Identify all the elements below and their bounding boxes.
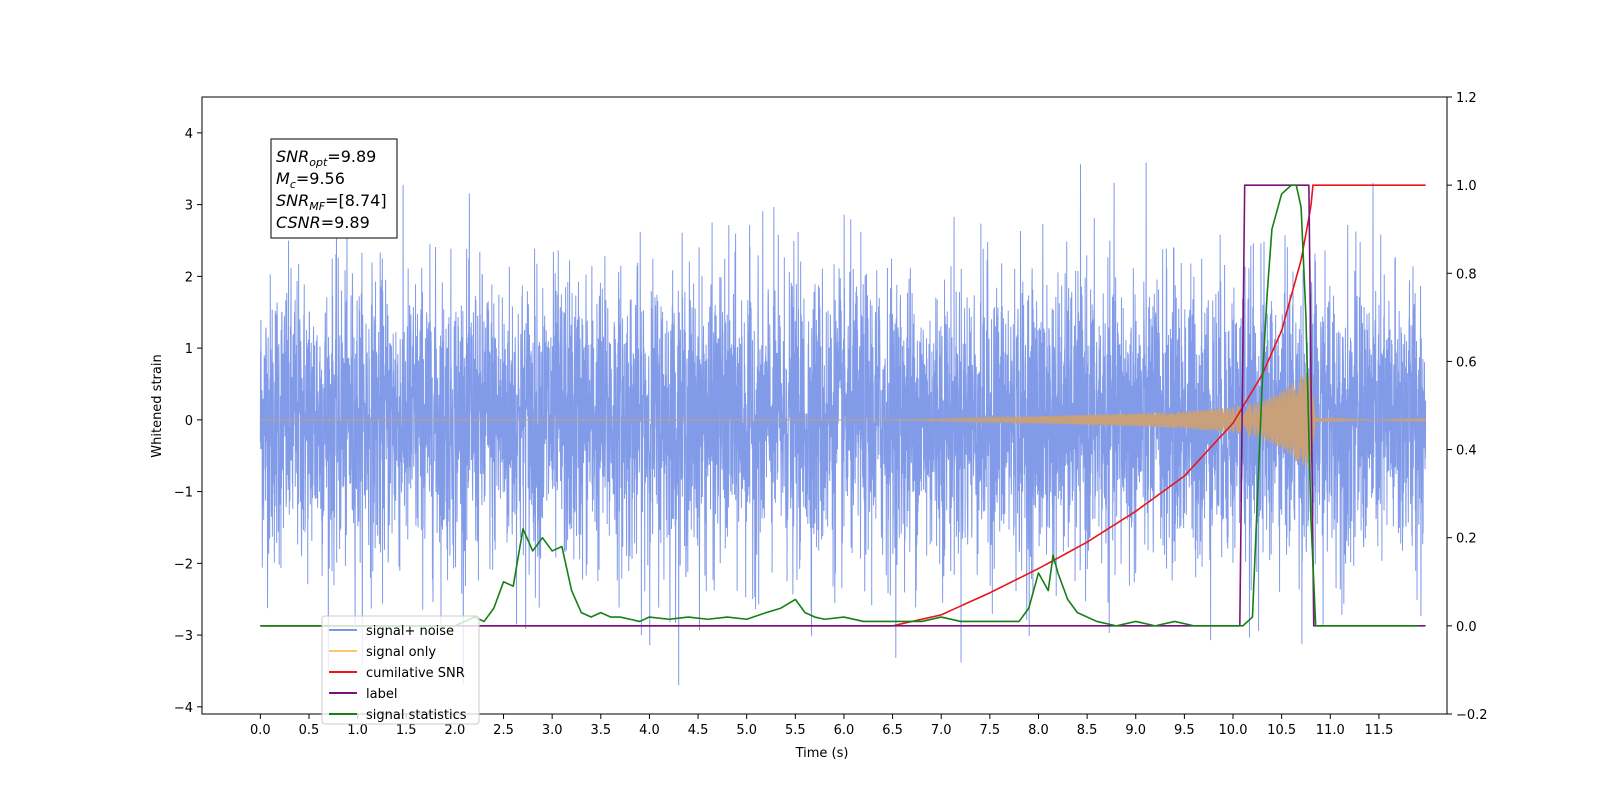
x-tick-label: 5.5 [785,723,806,738]
info-line: SNRMF=[8.74] [276,191,387,213]
x-tick-label: 9.0 [1125,723,1146,738]
x-tick-label: 3.0 [542,723,563,738]
y-left-tick-label: 0 [185,414,193,429]
y-left-tick-label: −2 [174,557,193,572]
x-tick-label: 10.5 [1267,723,1296,738]
x-tick-label: 4.0 [639,723,660,738]
x-tick-label: 8.0 [1028,723,1049,738]
plot-frame [201,96,1448,715]
x-tick-label: 9.5 [1174,723,1195,738]
legend-frame [321,615,480,725]
legend: signal+ noise signal only cumilative SNR la… [321,615,480,725]
y-axis-right: −0.2 0.0 0.2 0.4 0.6 0.8 1.0 1.2 [1447,91,1488,723]
x-tick-label: 1.5 [396,723,417,738]
series-signal-statistics [260,184,1418,627]
x-axis-label: Time (s) [795,746,849,761]
info-box-frame [270,138,398,239]
y-right-tick-label: 0.4 [1456,444,1477,459]
x-tick-label: 3.5 [590,723,611,738]
info-line: SNRopt=9.89 [276,147,376,169]
y-right-tick-label: 0.2 [1456,532,1477,547]
x-tick-label: 6.0 [834,723,855,738]
x-tick-label: 2.0 [445,723,466,738]
x-tick-label: 5.0 [736,723,757,738]
info-line: CSNR=9.89 [276,213,370,232]
y-left-tick-label: −1 [174,486,193,501]
y-right-tick-label: −0.2 [1456,708,1488,723]
legend-label: signal only [366,645,436,660]
legend-label: signal statistics [366,708,467,723]
y-right-tick-label: 1.0 [1456,179,1477,194]
x-axis: 0.0 0.5 1.0 1.5 2.0 2.5 3.0 3.5 4.0 4.5 5.0 5.5 6.0 6… [250,714,1393,738]
x-tick-label: 8.5 [1077,723,1098,738]
y-right-tick-label: 0.8 [1456,267,1477,282]
legend-items: signal+ noise signal only cumilative SNR la… [329,624,467,723]
x-tick-label: 1.0 [347,723,368,738]
legend-label: cumilative SNR [366,666,465,681]
info-line: Mc=9.56 [276,169,345,191]
x-tick-label: 7.0 [931,723,952,738]
y-left-tick-label: −4 [174,701,193,716]
y-left-tick-label: 1 [185,342,193,357]
x-tick-label: 0.5 [299,723,320,738]
x-tick-label: 4.5 [688,723,709,738]
y-right-tick-label: 1.2 [1456,91,1477,106]
y-left-tick-label: 2 [185,270,193,285]
x-tick-label: 0.0 [250,723,271,738]
x-tick-label: 7.5 [980,723,1001,738]
y-left-tick-label: 4 [185,127,193,142]
y-left-tick-label: −3 [174,629,193,644]
y-left-tick-label: 3 [185,199,193,214]
y-right-tick-label: 0.0 [1456,620,1477,635]
y-right-tick-label: 0.6 [1456,355,1477,370]
series-signal-only [260,371,1427,470]
x-tick-label: 2.5 [493,723,514,738]
x-tick-label: 11.5 [1364,723,1393,738]
y-axis-left: −4 −3 −2 −1 0 1 2 3 4 [174,127,202,716]
legend-label: signal+ noise [366,624,454,639]
x-tick-label: 11.0 [1316,723,1345,738]
legend-label: label [366,687,397,702]
y-axis-label: Whitened strain [150,354,165,457]
x-tick-label: 6.5 [882,723,903,738]
series-signal-plus-noise [259,162,1427,686]
x-tick-label: 10.0 [1219,723,1248,738]
